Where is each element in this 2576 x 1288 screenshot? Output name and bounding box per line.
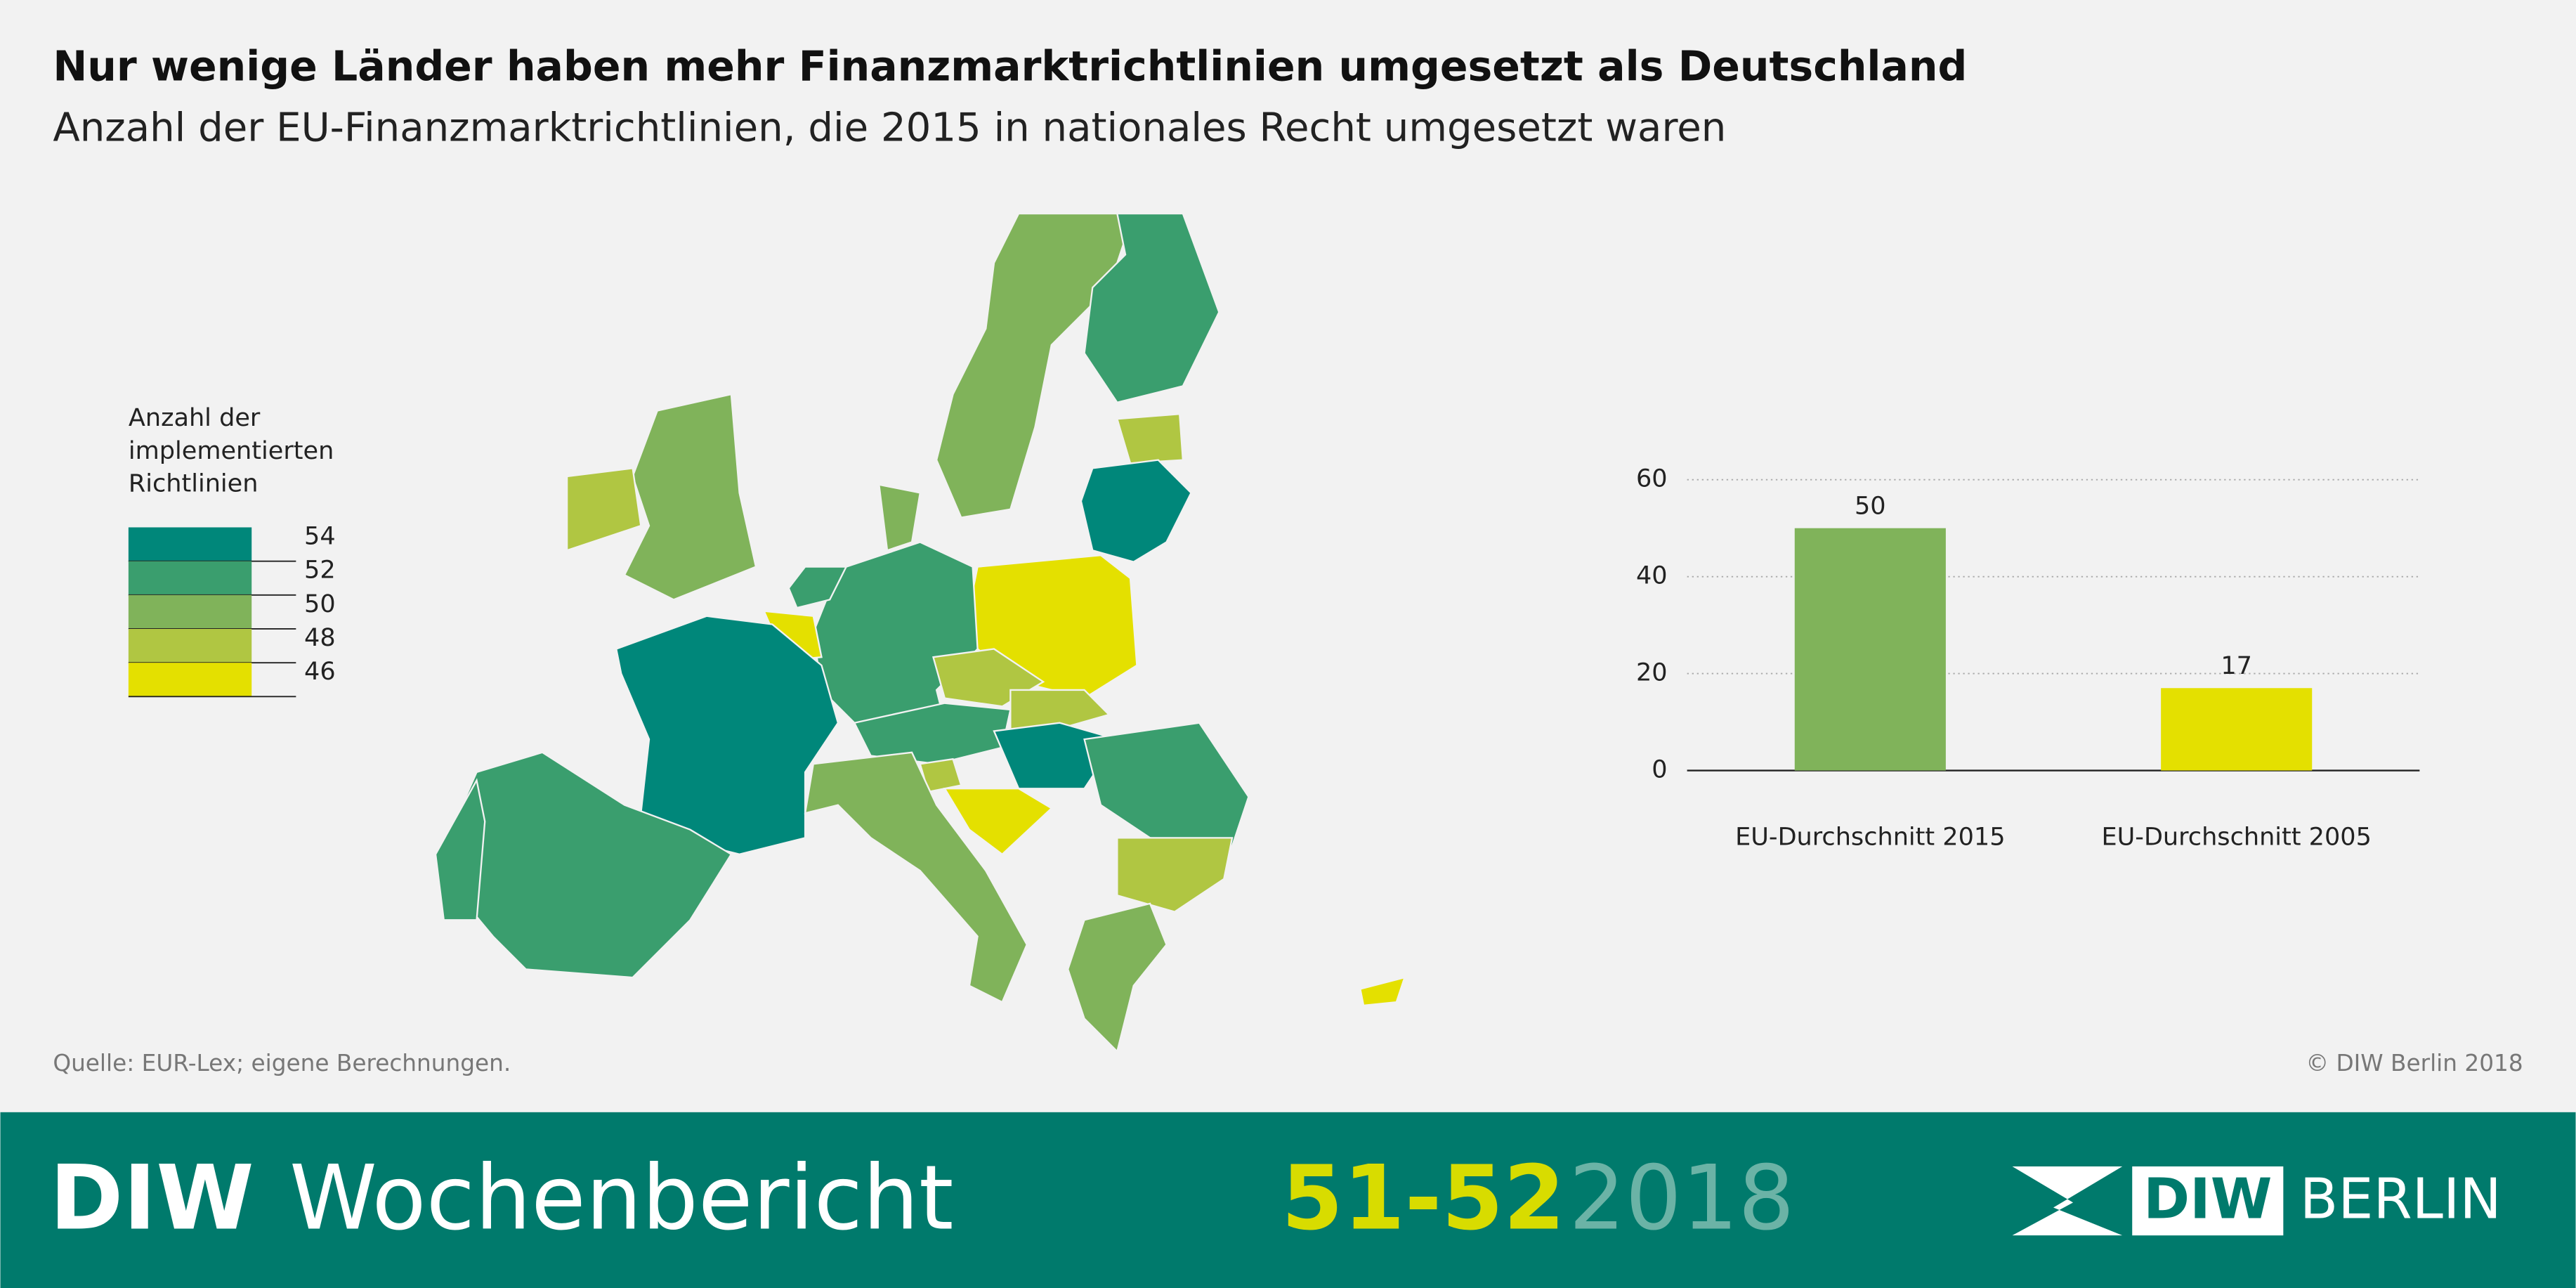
issue: 51-52: [1281, 1146, 1565, 1249]
logo-mark: [2012, 1166, 2123, 1236]
x-tick-label: EU-Durchschnitt 2015: [1735, 822, 2005, 851]
logo-city: BERLIN: [2300, 1166, 2502, 1231]
map-region: [1083, 722, 1250, 847]
map-region: [943, 788, 1053, 856]
x-tick-label: EU-Durchschnitt 2005: [2101, 822, 2371, 851]
map-region: [877, 483, 922, 552]
map-region: [1066, 902, 1168, 1053]
legend-label: 48: [304, 623, 336, 652]
map-region: [1116, 412, 1184, 464]
map-region: [565, 467, 642, 552]
legend-label: 54: [304, 522, 336, 551]
legend-title: Anzahl der: [129, 403, 261, 432]
map-region: [615, 615, 839, 855]
map-region: [1080, 459, 1192, 563]
title: Nur wenige Länder haben mehr Finanzmarkt…: [53, 42, 1967, 90]
legend-swatch: [128, 663, 252, 697]
map-region: [623, 393, 757, 601]
value-label: 17: [2221, 651, 2252, 680]
legend-label: 50: [304, 590, 336, 618]
brand: DIW: [50, 1146, 254, 1249]
y-tick-label: 60: [1636, 464, 1668, 493]
year: 2018: [1569, 1146, 1794, 1249]
logo-text: DIW: [2143, 1166, 2272, 1231]
subtitle: Anzahl der EU-Finanzmarktrichtlinien, di…: [53, 105, 1726, 150]
map-region: [1009, 689, 1111, 732]
map-region: [1116, 837, 1234, 913]
legend-title: Richtlinien: [129, 469, 259, 498]
legend-label: 52: [304, 556, 336, 585]
value-label: 50: [1855, 491, 1886, 520]
logo-box: [2132, 1166, 2284, 1236]
y-tick-label: 20: [1636, 658, 1668, 687]
bar: [1794, 528, 1946, 771]
source: Quelle: EUR-Lex; eigene Berechnungen.: [53, 1050, 511, 1076]
legend-label: 46: [304, 657, 336, 686]
y-tick-label: 40: [1636, 561, 1668, 590]
map-region: [434, 778, 486, 921]
bar: [2161, 688, 2313, 771]
map-region: [1359, 976, 1406, 1007]
legend-swatch: [128, 561, 252, 595]
map-region: [1083, 212, 1220, 404]
map-region: [804, 751, 1028, 1003]
legend-swatch: [128, 594, 252, 629]
legend-swatch: [128, 527, 252, 561]
y-tick-label: 0: [1652, 755, 1667, 784]
legend-swatch: [128, 628, 252, 663]
map-region: [787, 566, 848, 609]
copyright: © DIW Berlin 2018: [2306, 1050, 2523, 1076]
legend-title: implementierten: [129, 436, 334, 465]
publication: Wochenbericht: [289, 1146, 954, 1249]
